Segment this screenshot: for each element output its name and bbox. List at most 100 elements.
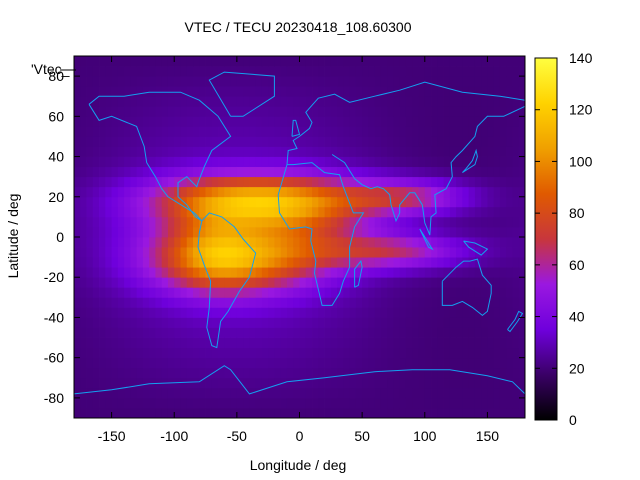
heatmap-cell <box>224 397 231 409</box>
heatmap-cell <box>211 76 219 87</box>
heatmap-cell <box>186 237 194 248</box>
heatmap-cell <box>474 196 482 208</box>
heatmap-cell <box>199 357 206 369</box>
heatmap-cell <box>355 56 363 67</box>
heatmap-cell <box>111 146 119 157</box>
heatmap-cell <box>218 106 225 117</box>
heatmap-cell <box>324 357 332 369</box>
heatmap-cell <box>318 166 325 178</box>
heatmap-cell <box>349 387 357 399</box>
heatmap-cell <box>512 277 520 288</box>
heatmap-cell <box>299 76 307 87</box>
heatmap-cell <box>280 136 288 147</box>
heatmap-cell <box>218 166 225 178</box>
heatmap-cell <box>481 186 488 198</box>
heatmap-cell <box>99 156 106 168</box>
heatmap-cell <box>161 156 169 168</box>
heatmap-cell <box>431 176 438 188</box>
heatmap-cell <box>368 216 376 228</box>
heatmap-cell <box>161 206 169 218</box>
heatmap-cell <box>218 287 225 298</box>
heatmap-cell <box>305 357 313 369</box>
heatmap-cell <box>105 407 112 419</box>
colorbar-tick-label: 100 <box>569 153 593 169</box>
heatmap-cell <box>142 76 150 87</box>
heatmap-cell <box>374 166 382 178</box>
heatmap-cell <box>293 387 300 399</box>
heatmap-cell <box>80 226 87 238</box>
heatmap-cell <box>343 146 351 157</box>
heatmap-cell <box>474 277 482 288</box>
heatmap-cell <box>337 176 344 188</box>
heatmap-cell <box>105 327 112 338</box>
heatmap-cell <box>236 166 244 178</box>
heatmap-cell <box>155 347 163 359</box>
heatmap-cell <box>218 337 225 349</box>
heatmap-cell <box>399 66 407 77</box>
heatmap-cell <box>324 287 332 298</box>
heatmap-cell <box>155 56 163 67</box>
heatmap-cell <box>136 116 144 127</box>
heatmap-cell <box>286 106 294 117</box>
heatmap-cell <box>393 307 401 318</box>
heatmap-cell <box>305 257 313 268</box>
heatmap-cell <box>249 257 257 268</box>
heatmap-cell <box>286 186 294 198</box>
heatmap-cell <box>205 357 213 369</box>
heatmap-cell <box>243 86 250 97</box>
heatmap-cell <box>111 357 119 369</box>
heatmap-cell <box>293 176 300 188</box>
heatmap-cell <box>349 357 357 369</box>
heatmap-cell <box>280 166 288 178</box>
heatmap-cell <box>449 96 457 107</box>
heatmap-cell <box>274 267 282 278</box>
heatmap-cell <box>487 307 495 318</box>
heatmap-cell <box>261 407 269 419</box>
heatmap-cell <box>280 387 288 399</box>
heatmap-cell <box>431 247 438 258</box>
heatmap-cell <box>211 216 219 228</box>
heatmap-cell <box>174 226 181 238</box>
heatmap-cell <box>462 327 470 338</box>
heatmap-cell <box>431 347 438 359</box>
heatmap-cell <box>268 347 275 359</box>
heatmap-cell <box>124 297 131 308</box>
heatmap-cell <box>149 317 156 328</box>
heatmap-cell <box>493 216 501 228</box>
heatmap-cell <box>86 337 94 349</box>
heatmap-cell <box>462 116 470 127</box>
heatmap-cell <box>136 307 144 318</box>
heatmap-cell <box>449 66 457 77</box>
heatmap-cell <box>180 86 188 97</box>
heatmap-cell <box>224 86 231 97</box>
heatmap-cell <box>236 347 244 359</box>
heatmap-cell <box>249 176 257 188</box>
heatmap-cell <box>405 237 413 248</box>
heatmap-cell <box>337 86 344 97</box>
heatmap-cell <box>493 357 501 369</box>
heatmap-cell <box>268 297 275 308</box>
heatmap-cell <box>506 377 513 389</box>
heatmap-cell <box>512 196 520 208</box>
heatmap-cell <box>161 347 169 359</box>
heatmap-cell <box>193 106 200 117</box>
heatmap-cell <box>312 196 319 208</box>
heatmap-cell <box>362 277 369 288</box>
heatmap-cell <box>99 247 106 258</box>
heatmap-cell <box>224 327 231 338</box>
heatmap-cell <box>99 397 106 409</box>
heatmap-cell <box>268 277 275 288</box>
heatmap-cell <box>142 126 150 137</box>
heatmap-cell <box>86 206 94 218</box>
heatmap-cell <box>74 317 81 328</box>
heatmap-cell <box>249 116 257 127</box>
heatmap-cell <box>99 206 106 218</box>
heatmap-cell <box>199 106 206 117</box>
heatmap-cell <box>80 96 87 107</box>
heatmap-cell <box>518 196 526 208</box>
heatmap-cell <box>86 297 94 308</box>
heatmap-cell <box>299 206 307 218</box>
heatmap-cell <box>337 146 344 157</box>
heatmap-cell <box>343 76 351 87</box>
heatmap-cell <box>142 347 150 359</box>
